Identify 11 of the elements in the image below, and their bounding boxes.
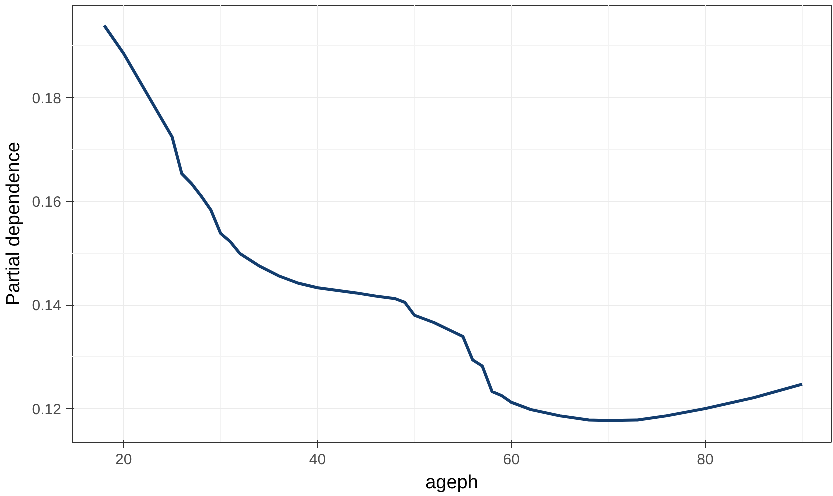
y-tick-label: 0.14 — [32, 298, 62, 315]
x-tick-label: 20 — [116, 452, 132, 468]
y-tick-label: 0.16 — [32, 194, 62, 211]
x-tick-label: 80 — [697, 452, 714, 468]
y-axis-title: Partial dependence — [3, 142, 24, 306]
y-tick-label: 0.18 — [32, 90, 62, 108]
line-series — [102, 24, 804, 422]
x-axis-title: ageph — [426, 472, 478, 494]
x-tick-label: 40 — [309, 452, 326, 468]
y-tick-label: 0.12 — [32, 401, 62, 418]
x-tick-label: 60 — [503, 452, 520, 468]
